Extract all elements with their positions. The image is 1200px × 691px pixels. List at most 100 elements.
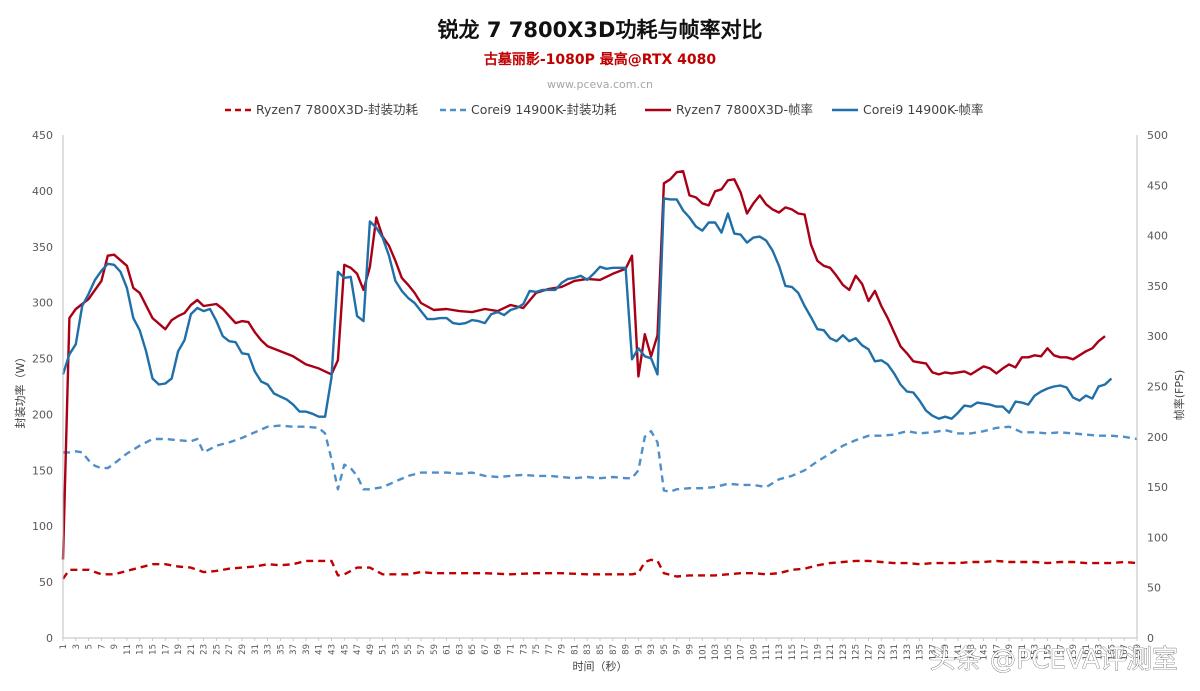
axes: 0 50 100 150 200 250 300 350 400 450 0 50 100 150 200 2…: [32, 129, 1168, 660]
x-tick-label: 169: [1133, 644, 1143, 660]
y-right-tick-label: 400: [1147, 230, 1168, 243]
x-tick-label: 73: [519, 644, 529, 655]
x-tick-label: 143: [967, 644, 977, 660]
y-right-tick-label: 50: [1147, 582, 1161, 595]
x-tick-label: 37: [289, 644, 299, 655]
x-tick-label: 69: [494, 644, 504, 655]
x-tick-label: 105: [724, 644, 734, 660]
x-tick-label: 93: [647, 644, 657, 655]
x-tick-label: 55: [404, 644, 414, 655]
x-tick-label: 151: [1018, 644, 1028, 660]
x-tick-label: 165: [1107, 644, 1117, 660]
x-tick-label: 167: [1120, 644, 1130, 660]
x-tick-label: 41: [315, 644, 325, 655]
y-right-tick-label: 150: [1147, 481, 1168, 494]
x-tick-label: 57: [417, 644, 427, 655]
x-tick-label: 81: [570, 644, 580, 655]
y-left-tick-label: 400: [32, 185, 53, 198]
x-tick-label: 157: [1056, 644, 1066, 660]
x-tick-label: 97: [673, 644, 683, 655]
x-tick-label: 83: [583, 644, 593, 655]
x-tick-label: 45: [340, 644, 350, 655]
y-right-tick-label: 450: [1147, 179, 1168, 192]
x-tick-label: 67: [481, 644, 491, 655]
x-tick-label: 53: [391, 644, 401, 655]
legend-label: Corei9 14900K-封装功耗: [471, 102, 617, 117]
y-right-tick-label: 100: [1147, 531, 1168, 544]
x-tick-label: 19: [174, 644, 184, 655]
x-tick-label: 115: [788, 644, 798, 660]
series-line-3: [61, 170, 1106, 560]
x-tick-label: 119: [813, 644, 823, 660]
y-left-tick-label: 300: [32, 297, 53, 310]
x-tick-label: 103: [711, 644, 721, 660]
x-tick-label: 33: [264, 644, 274, 655]
x-tick-label: 159: [1069, 644, 1079, 660]
y-left-tick-label: 50: [39, 576, 53, 589]
x-tick-label: 155: [1044, 644, 1054, 660]
x-tick-label: 109: [749, 644, 759, 660]
y-right-tick-label: 250: [1147, 381, 1168, 394]
x-tick-label: 3: [72, 644, 82, 649]
y-right-tick-label: 500: [1147, 129, 1168, 142]
y-right-tick-label: 200: [1147, 431, 1168, 444]
x-tick-label: 153: [1031, 644, 1041, 660]
x-tick-label: 17: [161, 644, 171, 655]
x-tick-label: 7: [97, 644, 107, 649]
x-tick-label: 113: [775, 644, 785, 660]
x-tick-label: 5: [85, 644, 95, 649]
x-tick-label: 145: [980, 644, 990, 660]
x-tick-label: 107: [737, 644, 747, 660]
x-tick-label: 85: [596, 644, 606, 655]
x-tick-label: 87: [609, 644, 619, 655]
y-left-tick-label: 200: [32, 408, 53, 421]
x-tick-label: 129: [877, 644, 887, 660]
y-left-tick-label: 450: [32, 129, 53, 142]
x-tick-label: 49: [366, 644, 376, 655]
x-tick-label: 163: [1095, 644, 1105, 660]
x-tick-label: 15: [149, 644, 159, 655]
y-left-tick-label: 150: [32, 464, 53, 477]
x-tick-label: 121: [826, 644, 836, 660]
y-axis-right-title: 帧率(FPS): [1172, 370, 1186, 421]
y-right-tick-label: 350: [1147, 280, 1168, 293]
x-tick-label: 101: [698, 644, 708, 660]
x-tick-label: 131: [890, 644, 900, 660]
site-label: www.pceva.com.cn: [547, 78, 653, 91]
legend: Ryzen7 7800X3D-封装功耗 Corei9 14900K-封装功耗 Ryz…: [225, 102, 984, 117]
x-tick-label: 47: [353, 644, 363, 655]
y-right-tick-label: 0: [1147, 632, 1154, 645]
y-axis-left-title: 封装功率（W）: [13, 352, 27, 429]
x-tick-label: 61: [443, 644, 453, 655]
x-tick-label: 89: [622, 644, 632, 655]
x-tick-label: 91: [634, 644, 644, 655]
x-tick-label: 141: [954, 644, 964, 660]
x-tick-label: 77: [545, 644, 555, 655]
plot-area: [61, 170, 1138, 580]
legend-label: Ryzen7 7800X3D-封装功耗: [256, 102, 418, 117]
x-tick-label: 75: [532, 644, 542, 655]
x-tick-label: 65: [468, 644, 478, 655]
x-tick-label: 23: [200, 644, 210, 655]
legend-label: Ryzen7 7800X3D-帧率: [676, 102, 813, 117]
watermark: 头条 @PCEVA评测室: [930, 645, 1178, 675]
y-left-tick-label: 100: [32, 520, 53, 533]
series-line-4: [61, 197, 1113, 420]
x-tick-label: 31: [251, 644, 261, 655]
x-tick-label: 137: [928, 644, 938, 660]
x-tick-label: 79: [558, 644, 568, 655]
x-tick-label: 1: [59, 644, 69, 649]
x-tick-label: 13: [136, 644, 146, 655]
x-tick-label: 139: [941, 644, 951, 660]
legend-label: Corei9 14900K-帧率: [863, 102, 984, 117]
x-tick-label: 71: [507, 644, 517, 655]
x-tick-label: 21: [187, 644, 197, 655]
x-tick-label: 99: [686, 644, 696, 655]
x-tick-label: 51: [379, 644, 389, 655]
x-tick-label: 11: [123, 644, 133, 655]
x-tick-label: 117: [801, 644, 811, 660]
x-tick-label: 63: [455, 644, 465, 655]
x-tick-label: 125: [852, 644, 862, 660]
y-right-tick-label: 300: [1147, 330, 1168, 343]
